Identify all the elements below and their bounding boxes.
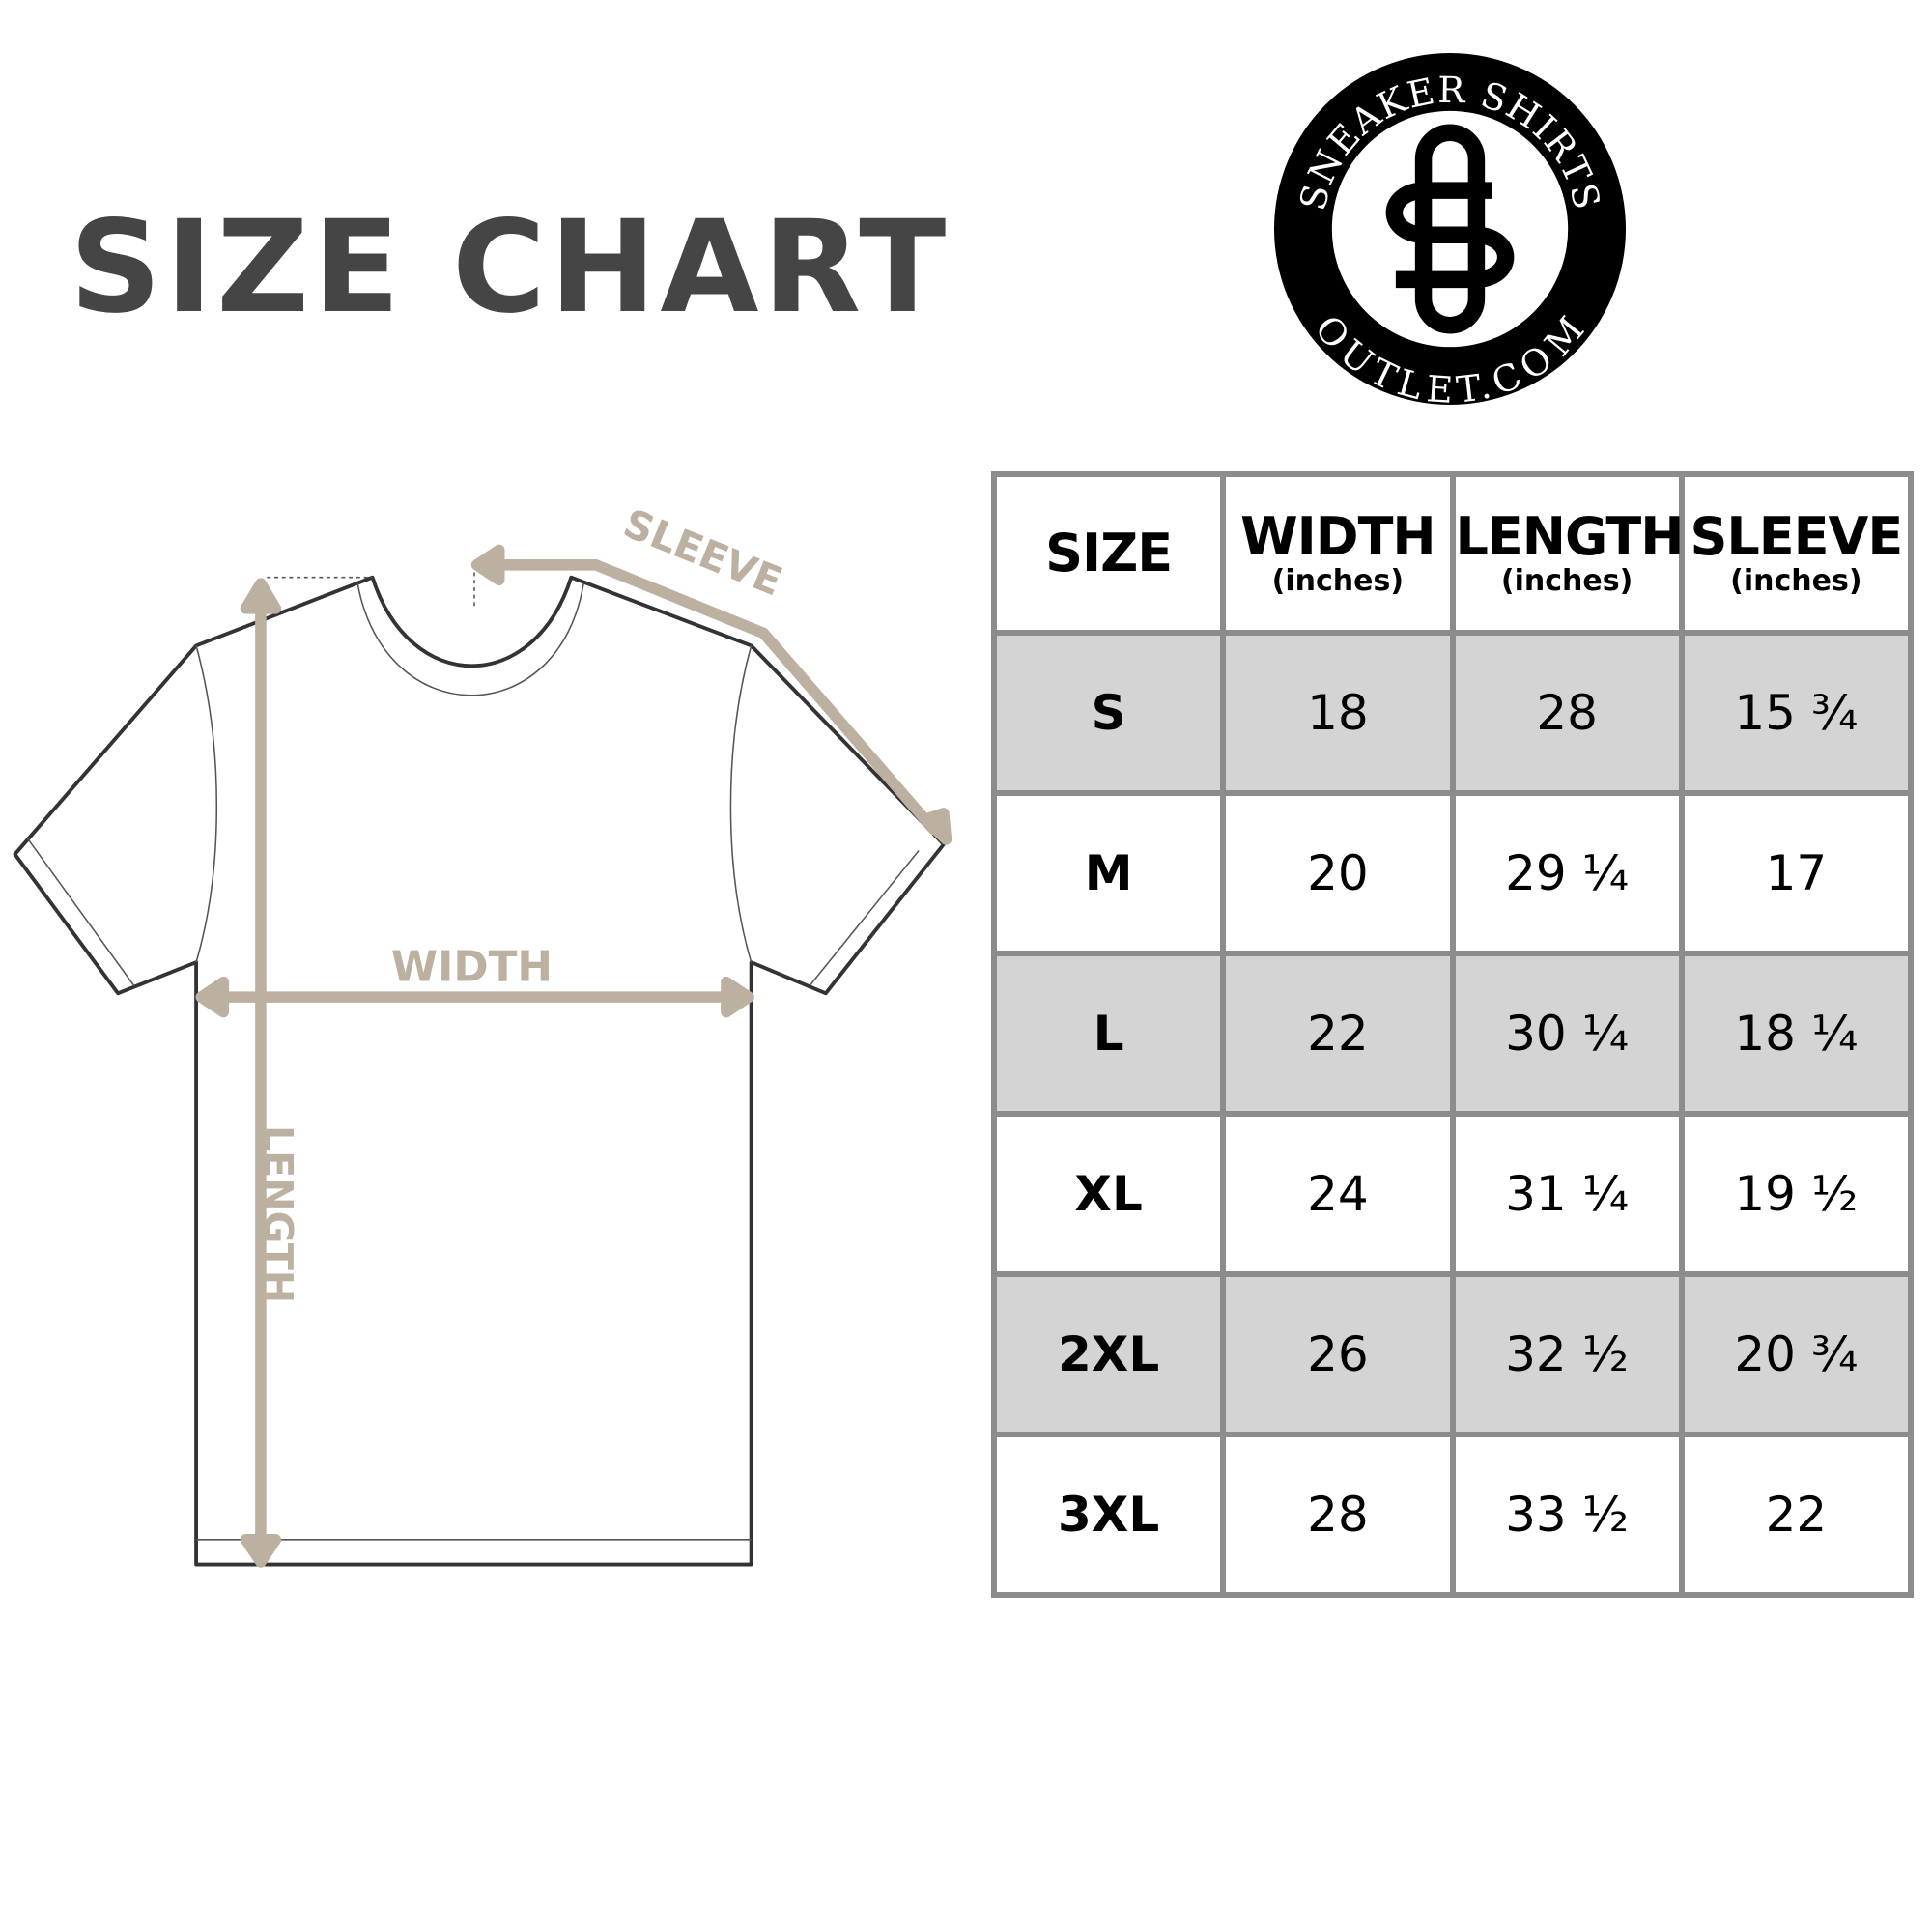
- header-size: SIZE: [990, 471, 1227, 636]
- header-sleeve: SLEEVE (inches): [1678, 471, 1915, 636]
- size-cell: M: [990, 790, 1227, 956]
- header-label: WIDTH: [1240, 506, 1436, 567]
- header-unit: (inches): [1730, 564, 1862, 598]
- width-cell: 24: [1220, 1111, 1456, 1277]
- header-width: WIDTH (inches): [1220, 471, 1456, 636]
- header-unit: (inches): [1271, 564, 1405, 598]
- sleeve-cell: 20 ¾: [1678, 1271, 1915, 1437]
- size-table: SIZE WIDTH (inches) LENGTH (inches) SLEEVE…: [990, 471, 1915, 1598]
- table-row: 2XL 26 32 ½ 20 ¾: [990, 1271, 1915, 1437]
- size-cell: 3XL: [990, 1432, 1227, 1598]
- table-row: M 20 29 ¼ 17: [990, 790, 1915, 956]
- sleeve-cell: 19 ½: [1678, 1111, 1915, 1277]
- length-arrow: [240, 578, 282, 1568]
- width-arrow: [195, 976, 754, 1018]
- length-cell: 32 ½: [1449, 1271, 1685, 1437]
- header-length: LENGTH (inches): [1449, 471, 1685, 636]
- tshirt-outline: [13, 575, 946, 1567]
- width-cell: 28: [1220, 1432, 1456, 1598]
- width-cell: 20: [1220, 790, 1456, 956]
- table-row: 3XL 28 33 ½ 22: [990, 1432, 1915, 1598]
- length-cell: 30 ¼: [1449, 951, 1685, 1117]
- table-row: S 18 28 15 ¾: [990, 630, 1915, 796]
- sleeve-cell: 18 ¼: [1678, 951, 1915, 1117]
- guide-dotted: [267, 564, 475, 609]
- collar-inner: [356, 582, 584, 696]
- sleeve-cell: 17: [1678, 790, 1915, 956]
- header-label: SIZE: [1045, 523, 1173, 583]
- width-cell: 22: [1220, 951, 1456, 1117]
- length-cell: 31 ¼: [1449, 1111, 1685, 1277]
- size-cell: L: [990, 951, 1227, 1117]
- width-cell: 18: [1220, 630, 1456, 796]
- sleeve-cell: 15 ¾: [1678, 630, 1915, 796]
- sneaker-shirts-outlet-logo: SNEAKER SHIRTS OUTLET.COM: [1273, 52, 1627, 410]
- table-row: L 22 30 ¼ 18 ¼: [990, 951, 1915, 1117]
- monogram-icon: [1385, 124, 1515, 334]
- length-cell: 29 ¼: [1449, 790, 1685, 956]
- cuff-right: [809, 849, 920, 987]
- header-unit: (inches): [1500, 564, 1634, 598]
- table-header-row: SIZE WIDTH (inches) LENGTH (inches) SLEEVE…: [990, 471, 1915, 636]
- size-cell: XL: [990, 1111, 1227, 1277]
- table-row: XL 24 31 ¼ 19 ½: [990, 1111, 1915, 1277]
- length-label: LENGTH: [255, 1125, 301, 1303]
- header-label: SLEEVE: [1690, 506, 1903, 567]
- sleeve-seam-right: [729, 645, 753, 963]
- width-label: WIDTH: [391, 942, 553, 991]
- sleeve-arrow: [470, 544, 952, 845]
- length-cell: 28: [1449, 630, 1685, 796]
- header-label: LENGTH: [1455, 506, 1685, 567]
- length-cell: 33 ½: [1449, 1432, 1685, 1598]
- size-cell: 2XL: [990, 1271, 1227, 1437]
- cuff-left: [26, 838, 135, 987]
- sleeve-cell: 22: [1678, 1432, 1915, 1598]
- width-cell: 26: [1220, 1271, 1456, 1437]
- sleeve-seam-left: [195, 645, 218, 963]
- page-title: SIZE CHART: [70, 193, 951, 342]
- size-cell: S: [990, 630, 1227, 796]
